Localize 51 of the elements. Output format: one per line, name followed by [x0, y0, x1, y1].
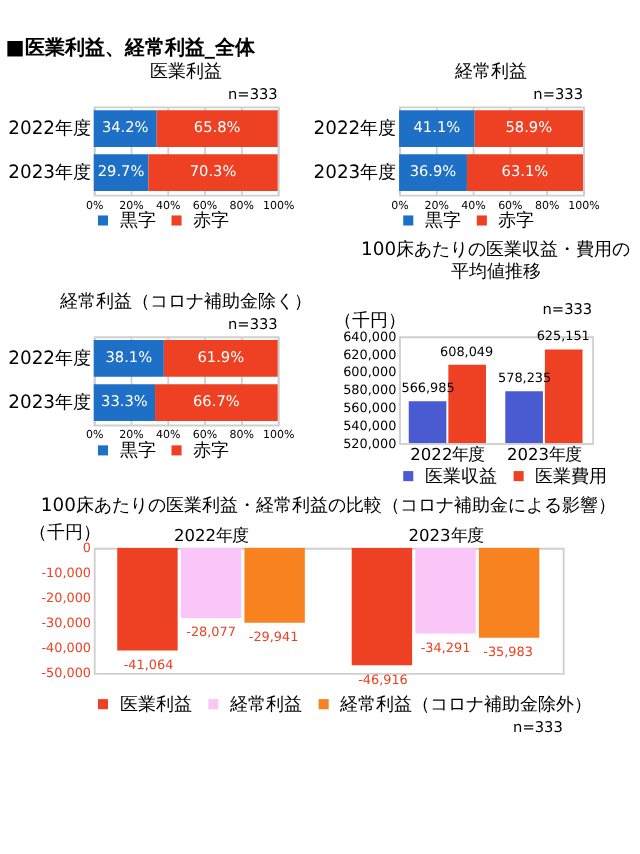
bar [93, 340, 164, 377]
bar [163, 340, 278, 377]
text: n=333 [228, 85, 279, 104]
chart-title: 100床あたりの医業利益・経常利益の比較（コロナ補助金による影響） [40, 495, 616, 518]
legend-label: 経常利益 [227, 693, 302, 716]
bar [93, 110, 157, 147]
data-label: 41.1% [413, 118, 461, 137]
y-tick-label: 2022年度 [8, 118, 92, 141]
series-label: 黒字 [424, 210, 461, 232]
data-label: 29.7% [97, 162, 145, 181]
bar [466, 154, 583, 192]
text: n=333 [533, 85, 584, 104]
text: n=333 [228, 314, 279, 333]
chart-title: 経常利益 [453, 61, 528, 84]
legend-label: 医業費用 [535, 465, 608, 488]
bar [156, 110, 278, 147]
y-axis-title: （千円） [333, 310, 406, 333]
chart-title: 100床あたりの医業収益・費用の平均値推移 [361, 239, 631, 284]
legend-label: 医業利益 [119, 693, 192, 716]
chart-title: 医業利益 [149, 61, 222, 84]
y-axis-title: （千円） [28, 521, 101, 544]
data-label: 61.9% [197, 348, 245, 367]
data-label: 34.2% [101, 118, 149, 137]
chart-title: 経常利益（コロナ補助金除く） [57, 290, 312, 313]
bar [155, 384, 278, 421]
y-tick-label: 2023年度 [8, 392, 92, 415]
data-label: 38.1% [105, 348, 153, 367]
legend-label: 赤字 [498, 210, 535, 232]
bar [148, 154, 278, 192]
data-label: 70.3% [189, 162, 237, 181]
bar [474, 110, 583, 147]
series-label: 黒字 [119, 439, 156, 462]
text: ■医業利益、経常利益_全体 [5, 36, 257, 61]
y-tick-label: 2023年度 [313, 162, 397, 185]
data-label: 65.8% [193, 118, 241, 137]
y-tick-label: 2023年度 [8, 162, 92, 185]
data-label: 58.9% [505, 118, 553, 137]
text: n=333 [513, 717, 564, 736]
legend-label: 経常利益（コロナ補助金除外） [338, 693, 593, 716]
data-label: 63.1% [501, 162, 549, 181]
legend-label: 黒字 [119, 210, 156, 232]
y-tick-label: 2022年度 [313, 118, 397, 141]
data-label: 66.7% [193, 392, 240, 411]
data-label: 33.3% [101, 392, 148, 411]
legend-label: 医業収益 [424, 465, 497, 488]
data-label: 36.9% [409, 162, 457, 181]
text: n=333 [542, 300, 593, 319]
y-tick-label: 2022年度 [8, 347, 92, 370]
bar [399, 110, 475, 147]
series-label: 赤字 [193, 439, 230, 462]
legend-label: 赤字 [193, 210, 230, 232]
